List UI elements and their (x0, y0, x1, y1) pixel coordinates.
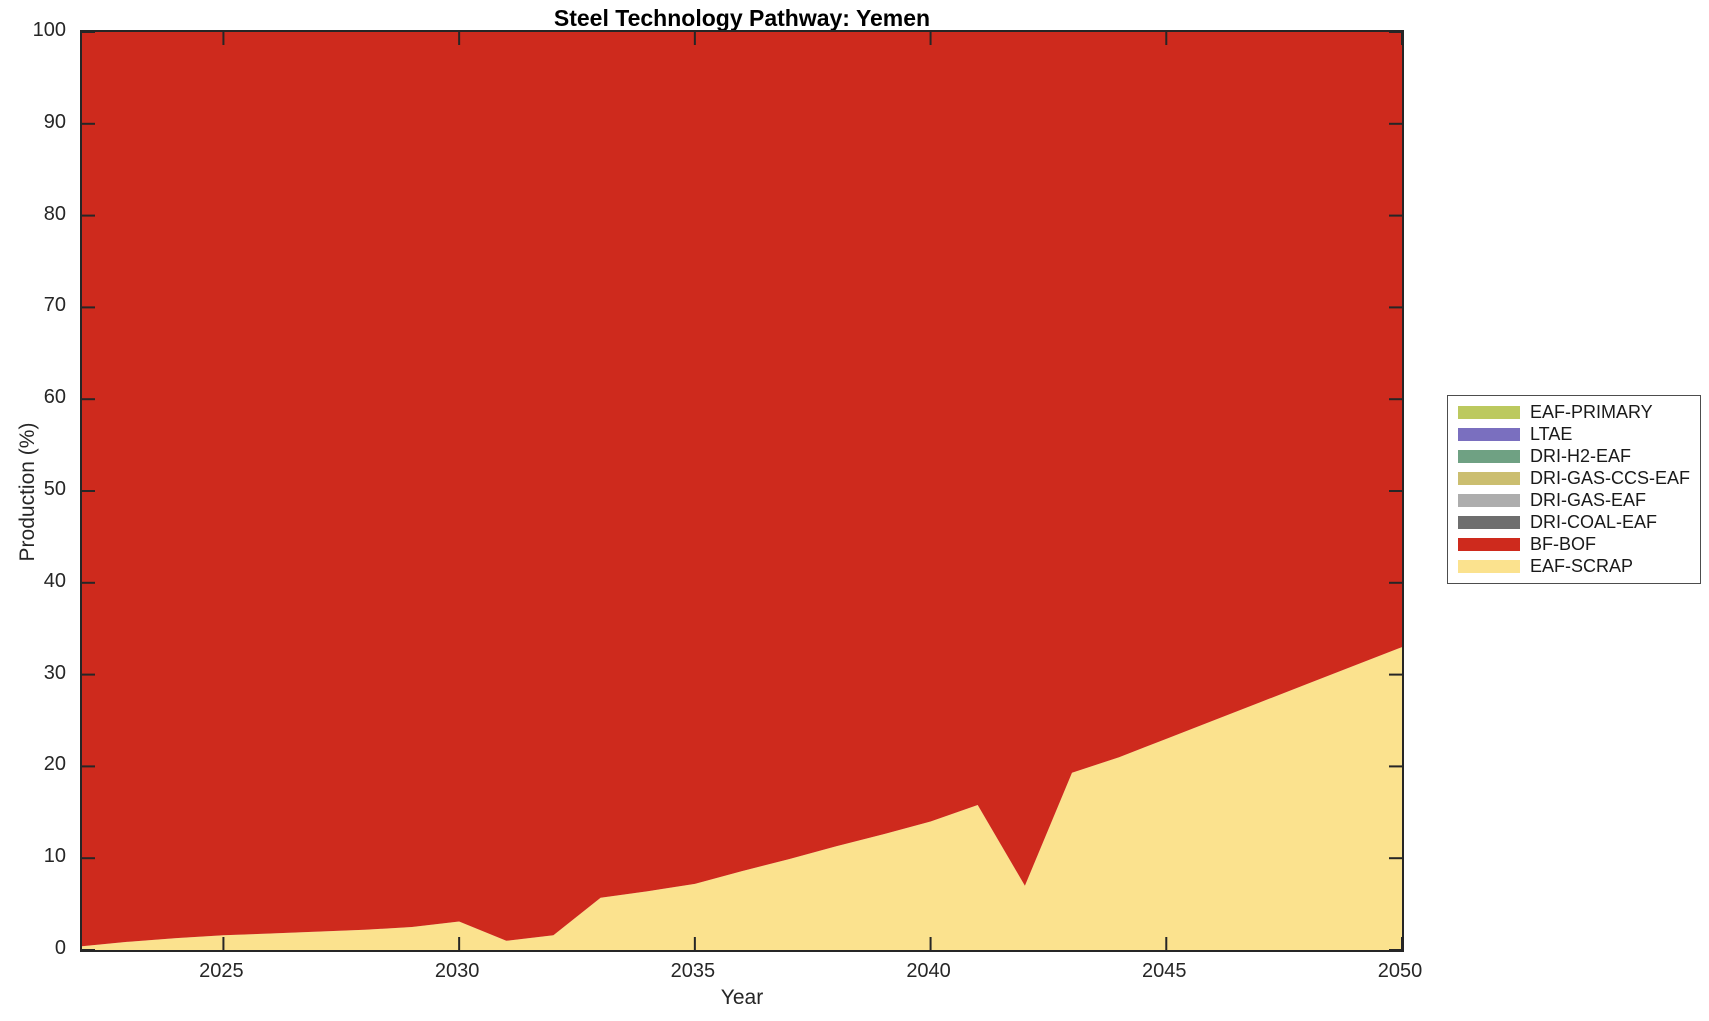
x-tick-label-2045: 2045 (1142, 960, 1187, 982)
y-tick-label-90: 90 (43, 110, 66, 133)
legend-swatch-dri-h2-eaf (1458, 449, 1520, 463)
x-tick-label-2050: 2050 (1377, 960, 1423, 982)
legend-swatch-dri-gas-eaf (1458, 493, 1520, 507)
legend-swatch-dri-gas-ccs-eaf (1458, 471, 1520, 485)
legend-swatch-dri-coal-eaf (1458, 515, 1520, 529)
legend-swatch-eaf-scrap (1458, 559, 1520, 573)
legend-label: DRI-H2-EAF (1530, 445, 1632, 466)
plot-canvas (82, 32, 1402, 950)
y-tick-label-100: 100 (32, 19, 66, 41)
y-tick-label-50: 50 (43, 478, 66, 500)
x-tick-label-2025: 2025 (199, 960, 244, 982)
legend-label: BF-BOF (1530, 533, 1596, 554)
plot-area (80, 30, 1404, 952)
legend-label: EAF-SCRAP (1530, 555, 1634, 576)
legend-swatch-eaf-primary (1458, 405, 1520, 419)
chart-title: Steel Technology Pathway: Yemen (553, 5, 931, 31)
y-tick-label-60: 60 (43, 386, 66, 409)
area-eaf-scrap (82, 647, 1402, 950)
legend-row-dri-coal-eaf: DRI-COAL-EAF (1458, 511, 1690, 533)
legend-row-dri-h2-eaf: DRI-H2-EAF (1458, 445, 1690, 467)
x-tick-label-2030: 2030 (434, 960, 480, 982)
x-tick-label-2040: 2040 (906, 960, 951, 982)
y-tick-label-10: 10 (43, 845, 66, 868)
legend-swatch-bf-bof (1458, 537, 1520, 551)
legend-row-dri-gas-ccs-eaf: DRI-GAS-CCS-EAF (1458, 467, 1690, 489)
x-axis-label: Year (720, 986, 764, 1009)
legend-label: DRI-COAL-EAF (1530, 511, 1658, 532)
y-tick-label-80: 80 (43, 202, 66, 225)
legend-row-eaf-scrap: EAF-SCRAP (1458, 555, 1690, 577)
legend-row-eaf-primary: EAF-PRIMARY (1458, 401, 1690, 423)
legend: EAF-PRIMARY LTAE DRI-H2-EAF DRI-GAS-CCS-EAF… (1447, 395, 1701, 584)
y-tick-label-70: 70 (43, 294, 66, 317)
y-tick-label-30: 30 (43, 661, 66, 684)
legend-swatch-ltae (1458, 427, 1520, 441)
y-tick-label-40: 40 (43, 569, 66, 592)
legend-label: DRI-GAS-CCS-EAF (1530, 467, 1691, 488)
legend-row-ltae: LTAE (1458, 423, 1690, 445)
legend-label: EAF-PRIMARY (1530, 401, 1653, 422)
x-tick-label-2035: 2035 (670, 960, 716, 982)
legend-row-bf-bof: BF-BOF (1458, 533, 1690, 555)
y-tick-label-0: 0 (54, 937, 66, 959)
y-tick-label-20: 20 (43, 753, 66, 776)
legend-label: DRI-GAS-EAF (1530, 489, 1647, 510)
legend-label: LTAE (1530, 423, 1573, 444)
y-axis-label: Production (%) (16, 422, 39, 562)
area-bf-bof (82, 32, 1402, 947)
legend-row-dri-gas-eaf: DRI-GAS-EAF (1458, 489, 1690, 511)
